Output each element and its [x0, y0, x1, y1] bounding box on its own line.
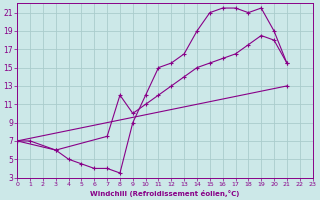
X-axis label: Windchill (Refroidissement éolien,°C): Windchill (Refroidissement éolien,°C) — [90, 190, 240, 197]
